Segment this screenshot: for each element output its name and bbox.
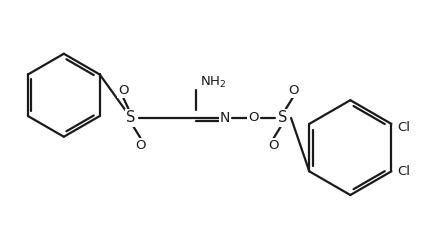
Text: O: O	[268, 139, 278, 152]
Text: N: N	[220, 111, 230, 125]
Text: O: O	[136, 139, 146, 152]
Text: NH$_2$: NH$_2$	[200, 75, 227, 90]
Text: O: O	[118, 84, 128, 97]
Text: O: O	[248, 112, 259, 125]
Text: Cl: Cl	[397, 165, 411, 178]
Text: S: S	[278, 110, 288, 125]
Text: Cl: Cl	[397, 121, 411, 134]
Text: S: S	[126, 110, 136, 125]
Text: O: O	[288, 84, 298, 97]
